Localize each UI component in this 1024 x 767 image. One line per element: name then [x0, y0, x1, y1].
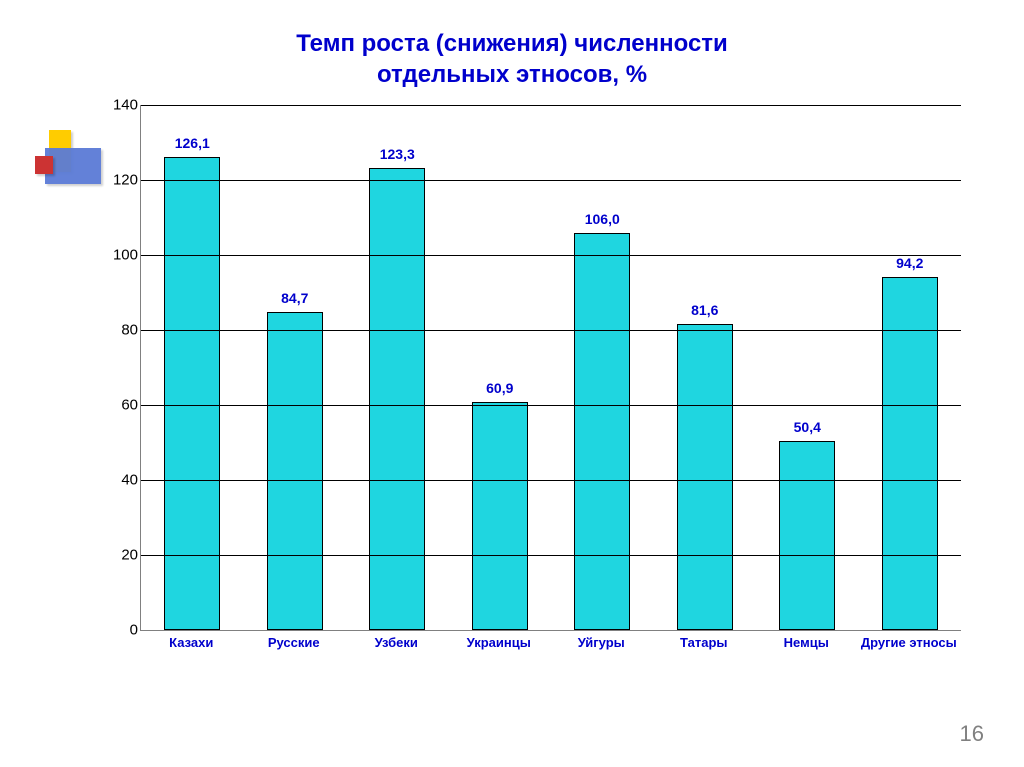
- bar-value-label: 126,1: [152, 135, 232, 151]
- title-line-2: отдельных этносов, %: [377, 61, 647, 88]
- bar: [164, 157, 220, 630]
- gridline: [141, 105, 961, 106]
- gridline: [141, 480, 961, 481]
- bar-chart: 126,1 84,7 123,3 60,9 106,0 81,6 50,4 94,2 0 20 4…: [95, 105, 975, 695]
- x-tick-label: Узбеки: [346, 635, 446, 651]
- bar-value-label: 60,9: [460, 380, 540, 396]
- slide: Темп роста (снижения) численности отдель…: [0, 0, 1024, 767]
- x-tick-label: Татары: [654, 635, 754, 651]
- decor-red-block: [35, 156, 53, 174]
- gridline: [141, 180, 961, 181]
- page-number: 16: [960, 721, 984, 747]
- bar-value-label: 94,2: [870, 255, 950, 271]
- x-tick-label: Русские: [244, 635, 344, 651]
- x-tick-label: Украинцы: [449, 635, 549, 651]
- x-tick-label: Немцы: [756, 635, 856, 651]
- y-tick-label: 0: [98, 622, 138, 639]
- bar: [677, 324, 733, 630]
- bar: [779, 441, 835, 630]
- decor-blue-block: [45, 148, 101, 184]
- bar-value-label: 123,3: [357, 146, 437, 162]
- bar: [369, 168, 425, 630]
- y-tick-label: 40: [98, 472, 138, 489]
- y-tick-label: 100: [98, 247, 138, 264]
- x-tick-label: Казахи: [141, 635, 241, 651]
- bar-value-label: 106,0: [562, 211, 642, 227]
- bar-value-label: 81,6: [665, 302, 745, 318]
- bars-container: 126,1 84,7 123,3 60,9 106,0 81,6 50,4 94,2: [141, 105, 961, 630]
- bar: [472, 402, 528, 630]
- bar: [574, 233, 630, 631]
- gridline: [141, 255, 961, 256]
- bar: [267, 312, 323, 630]
- title-line-1: Темп роста (снижения) численности: [296, 30, 728, 57]
- x-tick-label: Уйгуры: [551, 635, 651, 651]
- chart-title: Темп роста (снижения) численности отдель…: [0, 28, 1024, 90]
- y-tick-label: 120: [98, 172, 138, 189]
- bar-value-label: 50,4: [767, 419, 847, 435]
- y-tick-label: 140: [98, 97, 138, 114]
- y-tick-label: 60: [98, 397, 138, 414]
- y-tick-label: 20: [98, 547, 138, 564]
- x-tick-label: Другие этносы: [859, 635, 959, 651]
- gridline: [141, 555, 961, 556]
- gridline: [141, 405, 961, 406]
- y-tick-label: 80: [98, 322, 138, 339]
- plot-area: 126,1 84,7 123,3 60,9 106,0 81,6 50,4 94,2: [140, 105, 961, 631]
- gridline: [141, 330, 961, 331]
- bar-value-label: 84,7: [255, 290, 335, 306]
